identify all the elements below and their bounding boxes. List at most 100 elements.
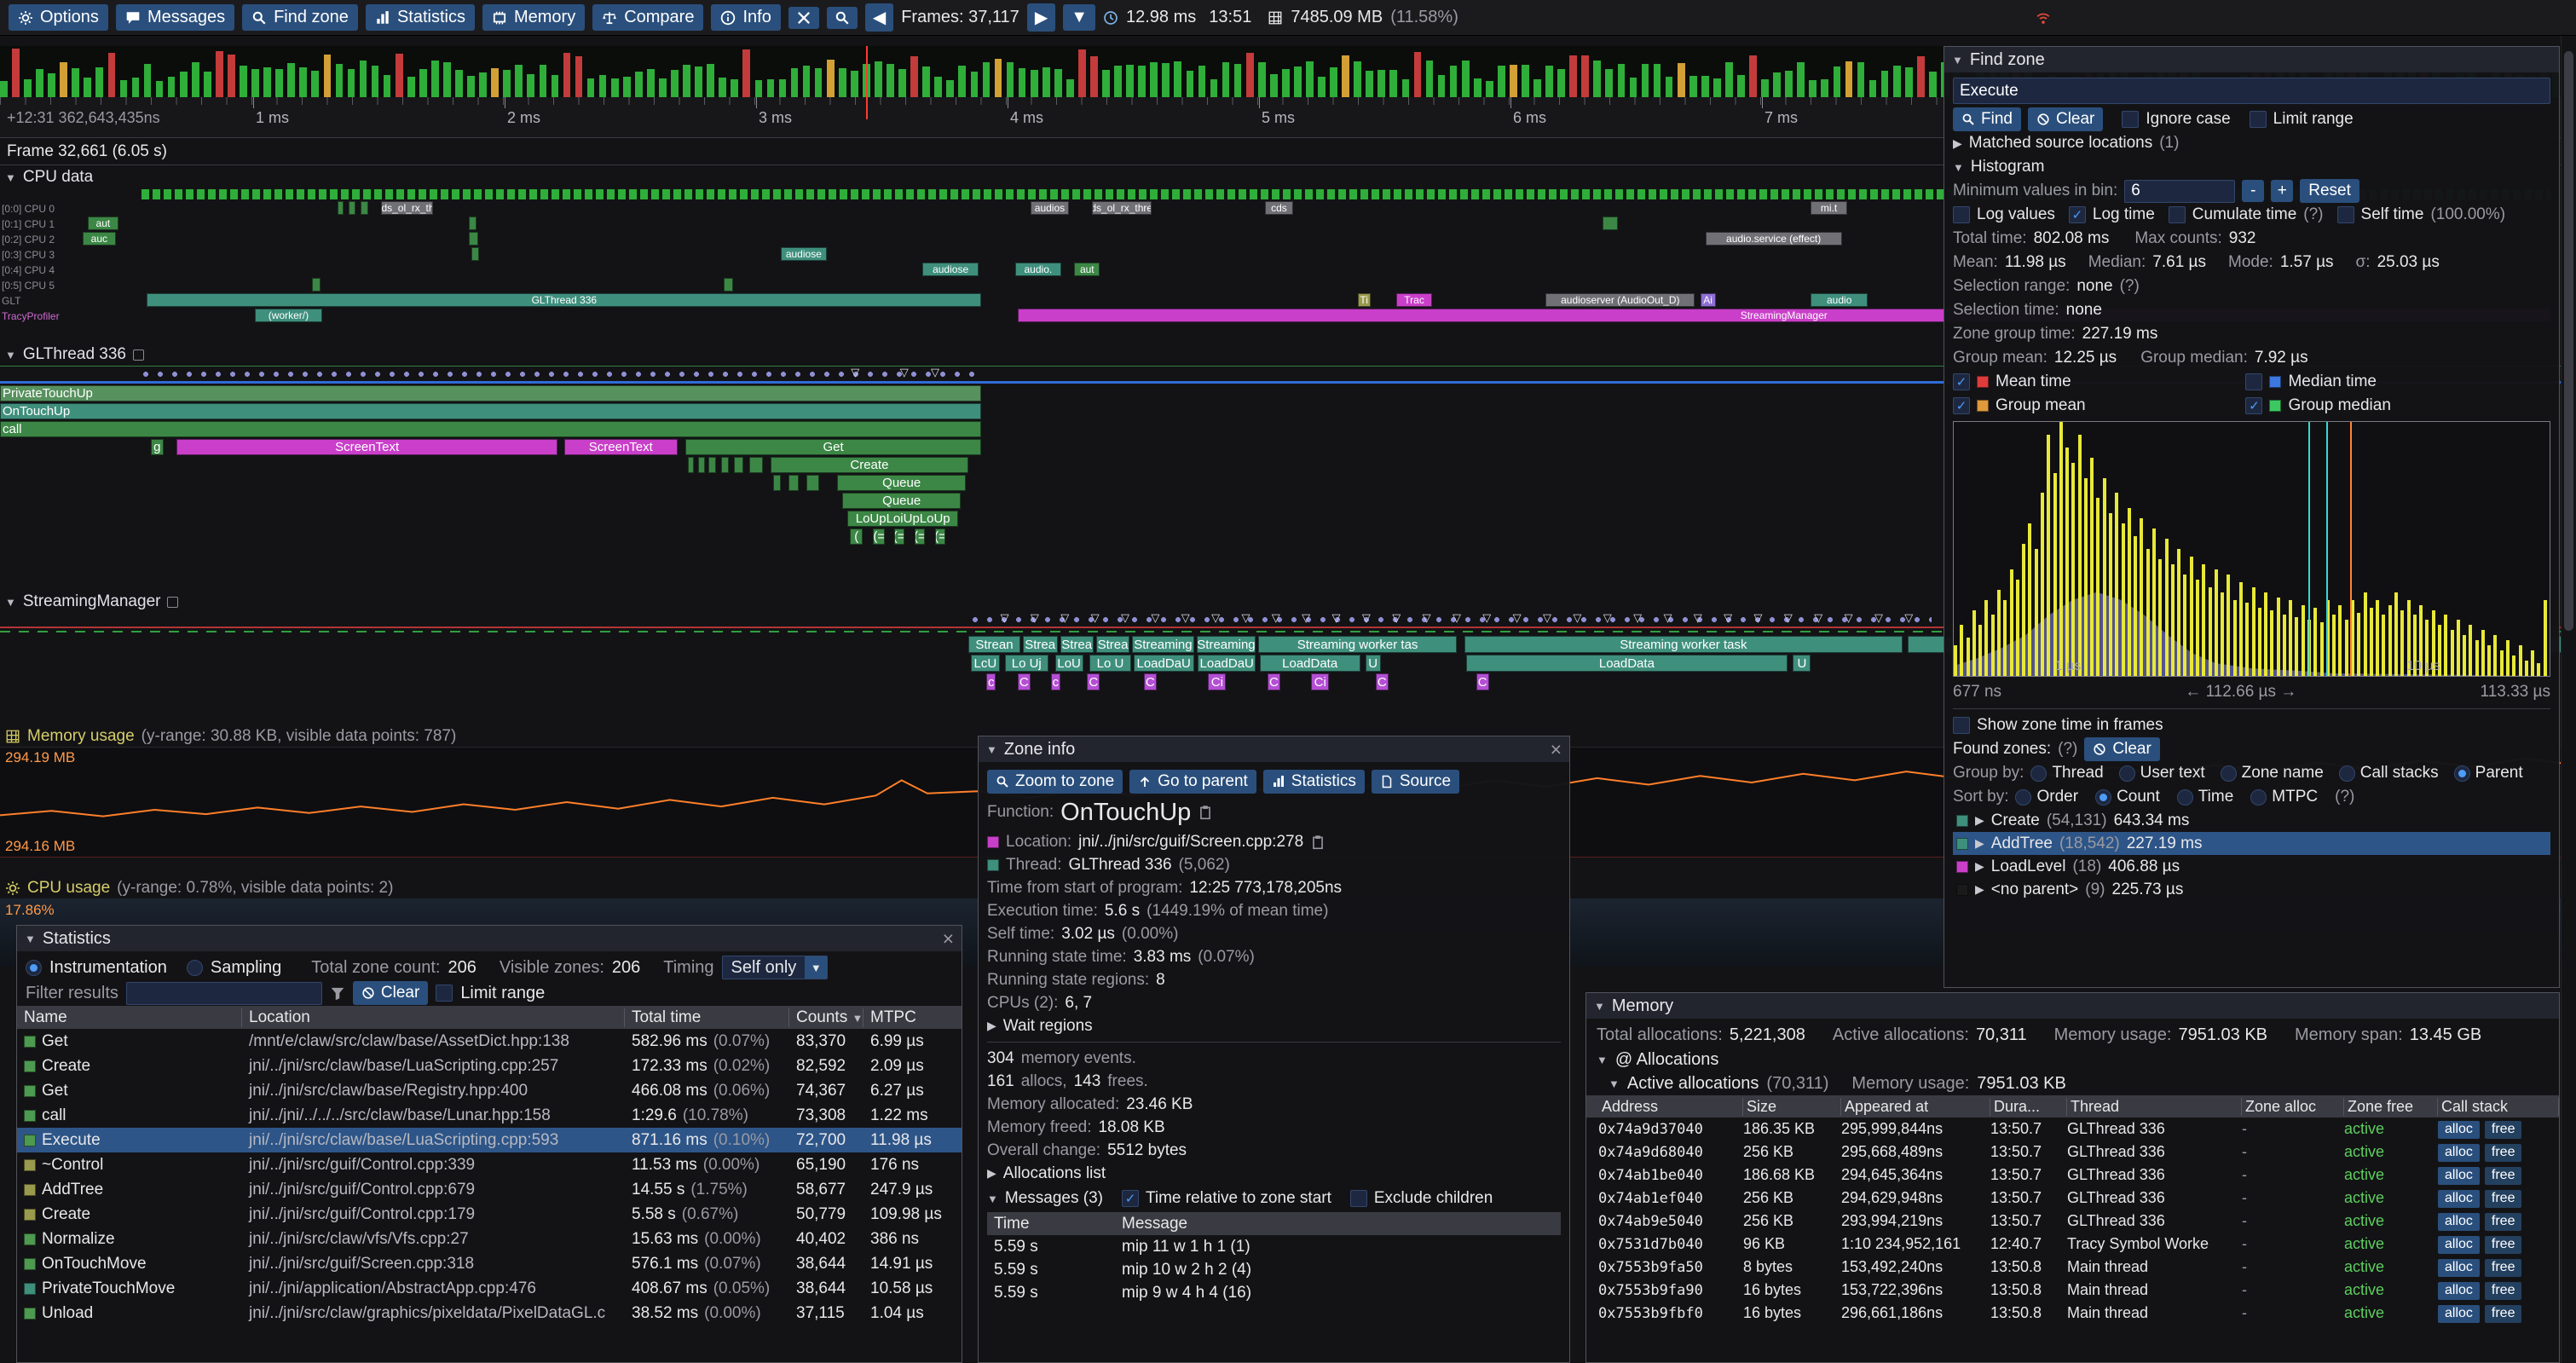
memory-usage-header[interactable]: Memory usage (y-range: 30.88 KB, visible… (0, 726, 2576, 747)
zone-bar[interactable] (734, 457, 743, 473)
log-time-checkbox[interactable]: ✓ (2068, 206, 2086, 223)
zone-bar[interactable] (687, 457, 695, 473)
cpu-zone[interactable]: audio. (1014, 263, 1062, 276)
free-callstack-button[interactable]: free (2484, 1281, 2522, 1300)
tools-button[interactable] (788, 6, 819, 29)
cpu-data-header[interactable]: ▼ CPU data (5, 168, 94, 186)
toolbar-button[interactable]: Compare (592, 4, 704, 31)
zone-bar[interactable] (721, 457, 730, 473)
group-by-radio[interactable]: Zone name (2220, 764, 2324, 783)
cpu-zone[interactable]: cds_ol_rx_thr (381, 201, 433, 215)
found-zone-row[interactable]: ▶ AddTree (18,542) 227.19 ms (1953, 832, 2550, 855)
cpu-zone[interactable]: auc (82, 232, 116, 245)
message-row[interactable]: 5.59 s mip 11 w 1 h 1 (1) (994, 1237, 1250, 1256)
alloc-callstack-button[interactable]: alloc (2438, 1166, 2480, 1185)
time-relative-checkbox[interactable]: ✓ (1121, 1190, 1139, 1207)
cpu-zone[interactable]: Trac (1395, 293, 1433, 307)
close-icon[interactable]: × (942, 927, 954, 950)
zone-bar[interactable]: (= (893, 528, 904, 545)
zone-bar[interactable]: C (1143, 673, 1157, 690)
allocation-row[interactable]: 0x7553b9fa90 16 bytes 153,722,396ns 13:5… (1586, 1279, 2559, 1302)
cpu-zone[interactable]: cds_ol_rx_threa (1092, 201, 1152, 215)
allocation-row[interactable]: 0x74ab9e5040 256 KB 293,994,219ns 13:50.… (1586, 1210, 2559, 1233)
find-zone-histogram[interactable]: 1 µs 10 µs (1953, 421, 2550, 677)
instrumentation-radio[interactable] (26, 959, 42, 976)
table-row[interactable]: Create jni/../jni/src/claw/base/LuaScrip… (17, 1054, 962, 1078)
group-by-radio[interactable]: Call stacks (2338, 764, 2439, 783)
limit-range-checkbox[interactable] (436, 985, 453, 1002)
alloc-callstack-button[interactable]: alloc (2438, 1304, 2480, 1323)
cpu-zone[interactable]: mi.t (1811, 201, 1847, 215)
prev-frame-button[interactable]: ◀ (864, 3, 894, 32)
cpu-zone[interactable]: cds (1264, 201, 1294, 215)
cpu-zone[interactable] (724, 278, 733, 292)
zone-bar[interactable]: C (1017, 673, 1031, 690)
find-zone-titlebar[interactable]: ▼ Find zone (1944, 47, 2559, 72)
zone-bar[interactable] (697, 457, 705, 473)
cpu-zone[interactable]: audioserver (AudioOut_D) (1545, 293, 1695, 307)
sort-by-radio[interactable]: Order (2015, 788, 2078, 806)
zone-bar[interactable]: Streaming (1196, 636, 1256, 653)
allocation-row[interactable]: 0x74ab1ef040 256 KB 294,629,948ns 13:50.… (1586, 1187, 2559, 1210)
zone-bar[interactable]: C (1087, 673, 1100, 690)
collapse-icon[interactable]: ▼ (987, 1192, 998, 1205)
allocation-row[interactable]: 0x74a9d68040 256 KB 295,668,489ns 13:50.… (1586, 1141, 2559, 1164)
log-values-checkbox[interactable] (1953, 206, 1970, 223)
zone-bar[interactable]: Queue (842, 493, 962, 509)
cpu-zone[interactable]: Ti (1357, 293, 1371, 307)
table-row[interactable]: Get jni/../jni/src/claw/base/Registry.hp… (17, 1078, 962, 1103)
message-row[interactable]: 5.59 s mip 9 w 4 h 4 (16) (994, 1283, 1252, 1302)
zone-bar[interactable] (708, 457, 717, 473)
sort-by-radio[interactable]: Count (2095, 788, 2160, 806)
limit-range-checkbox[interactable] (2249, 111, 2267, 128)
statistics-button[interactable]: Statistics (1262, 770, 1365, 794)
main-scrollbar[interactable] (2561, 36, 2576, 1363)
zone-bar[interactable]: C (1476, 673, 1489, 690)
legend-item[interactable]: ✓ Group median (2245, 394, 2538, 418)
zone-bar[interactable]: LoU (1054, 655, 1083, 672)
zone-bar[interactable]: U (1365, 655, 1381, 672)
funnel-icon[interactable] (330, 985, 345, 1001)
zone-bar[interactable] (806, 475, 819, 491)
alloc-callstack-button[interactable]: alloc (2438, 1143, 2480, 1162)
ignore-case-checkbox[interactable] (2122, 111, 2140, 128)
table-row[interactable]: Create jni/../jni/src/guif/Control.cpp:1… (17, 1202, 962, 1227)
alloc-callstack-button[interactable]: alloc (2438, 1189, 2480, 1208)
found-zone-row[interactable]: ▶ LoadLevel (18) 406.88 µs (1953, 855, 2550, 878)
alloc-callstack-button[interactable]: alloc (2438, 1235, 2480, 1254)
reset-button[interactable]: Reset (2300, 179, 2359, 203)
cpu-zone[interactable] (1602, 217, 1618, 230)
alloc-callstack-button[interactable]: alloc (2438, 1258, 2480, 1277)
collapse-icon[interactable]: ▼ (1952, 53, 1963, 66)
screenshot-search-button[interactable] (826, 6, 858, 29)
allocation-row[interactable]: 0x7531d7b040 96 KB 1:10 234,952,161 12:4… (1586, 1233, 2559, 1256)
zone-bar[interactable]: OnTouchUp (0, 403, 982, 419)
min-bin-decrease-button[interactable]: - (2242, 180, 2265, 202)
cpu-zone[interactable] (471, 247, 480, 261)
alloc-callstack-button[interactable]: alloc (2438, 1281, 2480, 1300)
timing-dropdown[interactable]: Self only ▼ (721, 956, 829, 979)
found-zone-row[interactable]: ▶ Create (54,131) 643.34 ms (1953, 809, 2550, 832)
toolbar-button[interactable]: Find zone (242, 4, 358, 31)
zone-bar[interactable]: (= (914, 528, 925, 545)
table-row[interactable]: Get /mnt/e/claw/src/claw/base/AssetDict.… (17, 1029, 962, 1054)
statistics-table-header[interactable]: Name Location Total time Counts ▼ MTPC (17, 1006, 962, 1029)
cpu-zone[interactable] (311, 278, 321, 292)
matched-locations-toggle[interactable]: ▶ Matched source locations (1) (1953, 134, 2180, 152)
cpu-zone[interactable] (469, 217, 477, 230)
thread-pin-icon[interactable] (167, 596, 179, 608)
zone-bar[interactable]: c (986, 673, 996, 690)
legend-item[interactable]: Median time (2245, 370, 2538, 394)
statistics-titlebar[interactable]: ▼ Statistics × (17, 926, 962, 951)
cpu-zone[interactable]: audios (1030, 201, 1070, 215)
found-zone-row[interactable]: ▶ <no parent> (9) 225.73 µs (1953, 878, 2550, 901)
table-row[interactable]: Unload jni/../jni/src/claw/graphics/pixe… (17, 1301, 962, 1325)
zone-bar[interactable]: Streaming worker task (1464, 636, 1903, 653)
zone-bar[interactable]: Strean (968, 636, 1020, 653)
table-row[interactable]: ~Control jni/../jni/src/guif/Control.cpp… (17, 1152, 962, 1177)
copy-icon[interactable] (1198, 805, 1213, 820)
table-row[interactable]: AddTree jni/../jni/src/guif/Control.cpp:… (17, 1177, 962, 1202)
toolbar-button[interactable]: Options (9, 4, 108, 31)
message-row[interactable]: 5.59 s mip 10 w 2 h 2 (4) (994, 1260, 1252, 1279)
zone-bar[interactable]: Streaming (1132, 636, 1194, 653)
